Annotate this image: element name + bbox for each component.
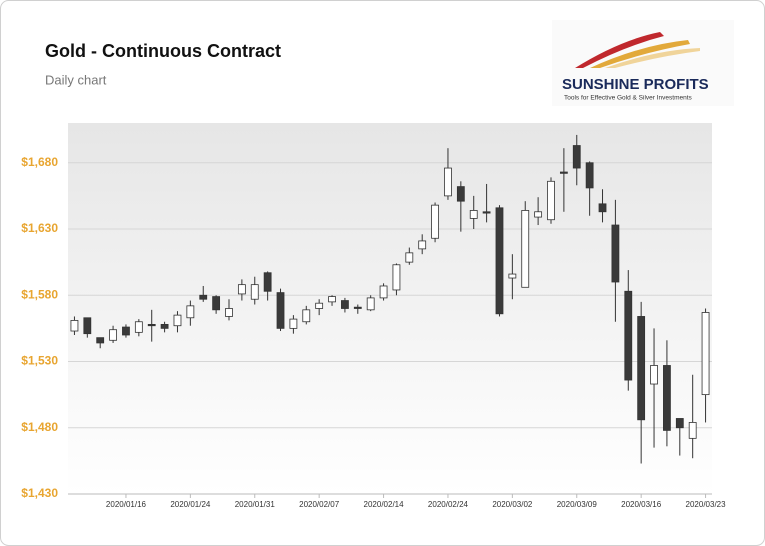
candle-body <box>663 365 671 431</box>
candle-body <box>572 145 581 169</box>
candle-body <box>392 264 401 291</box>
x-tick-label: 2020/03/02 <box>492 500 533 509</box>
candle-body <box>444 167 452 197</box>
logo-swoosh <box>590 40 690 68</box>
candle-body <box>70 320 79 332</box>
candle-body <box>405 252 414 263</box>
logo: SUNSHINE PROFITS Tools for Effective Gol… <box>552 20 734 106</box>
candle-body <box>585 162 594 189</box>
candle-body <box>495 207 504 315</box>
x-tick-label: 2020/03/09 <box>557 500 598 509</box>
candle-body <box>353 306 362 309</box>
candle-body <box>109 329 117 341</box>
y-tick-label: $1,480 <box>21 420 58 434</box>
y-tick-label: $1,630 <box>21 221 58 235</box>
candle-body <box>598 203 607 213</box>
candle-body <box>186 305 195 319</box>
candle-body <box>147 323 156 327</box>
candle-body <box>418 240 427 250</box>
candle-body <box>482 211 491 214</box>
candle-body <box>688 422 697 439</box>
candle-body <box>173 314 182 327</box>
candle-body <box>637 316 646 421</box>
logo-swoosh <box>605 48 700 68</box>
y-tick-label: $1,580 <box>21 287 58 301</box>
candle-body <box>122 326 130 336</box>
candle-body <box>456 186 465 202</box>
candle-body <box>675 418 684 429</box>
x-tick-label: 2020/01/16 <box>106 500 147 509</box>
candle-body <box>650 365 658 385</box>
candle-body <box>624 290 633 381</box>
candle-body <box>508 273 517 279</box>
logo-swoosh <box>575 32 664 68</box>
candle-body <box>302 309 311 323</box>
candle-body <box>547 180 555 221</box>
candle-body <box>237 284 246 295</box>
candle-body <box>521 210 530 288</box>
candle-body <box>225 308 233 317</box>
plot-area <box>68 123 712 494</box>
candle-body <box>83 317 92 335</box>
y-tick-label: $1,430 <box>21 486 58 500</box>
candle-body <box>212 296 221 311</box>
candle-body <box>366 297 375 311</box>
y-tick-label: $1,530 <box>21 354 58 368</box>
y-tick-label: $1,680 <box>21 155 58 169</box>
candle-body <box>701 312 710 396</box>
candle-body <box>534 211 543 218</box>
candle-body <box>431 204 439 239</box>
candle-body <box>328 296 336 303</box>
logo-bg <box>552 20 734 106</box>
candle-body <box>559 171 568 174</box>
candle-body <box>276 292 285 329</box>
candle-body <box>611 224 620 283</box>
x-tick-label: 2020/02/14 <box>364 500 405 509</box>
candle-body <box>469 210 478 219</box>
candle-body <box>315 302 324 309</box>
logo-name: SUNSHINE PROFITS <box>562 76 709 93</box>
x-tick-label: 2020/03/16 <box>621 500 662 509</box>
chart-title: Gold - Continuous Contract <box>45 41 281 61</box>
candle-body <box>250 284 259 300</box>
x-tick-label: 2020/01/24 <box>170 500 211 509</box>
candle-body <box>341 300 349 309</box>
candle-body <box>289 318 298 329</box>
x-tick-label: 2020/01/31 <box>235 500 276 509</box>
candle-body <box>160 323 169 329</box>
x-tick-label: 2020/02/07 <box>299 500 340 509</box>
x-tick-label: 2020/02/24 <box>428 500 469 509</box>
x-tick-label: 2020/03/23 <box>686 500 727 509</box>
candle-body <box>96 337 105 344</box>
candle-body <box>199 294 208 300</box>
logo-tagline: Tools for Effective Gold & Silver Invest… <box>564 95 693 102</box>
candle-body <box>263 272 272 292</box>
candle-body <box>379 285 388 299</box>
chart-subtitle: Daily chart <box>45 72 107 87</box>
candle-body <box>134 321 143 333</box>
